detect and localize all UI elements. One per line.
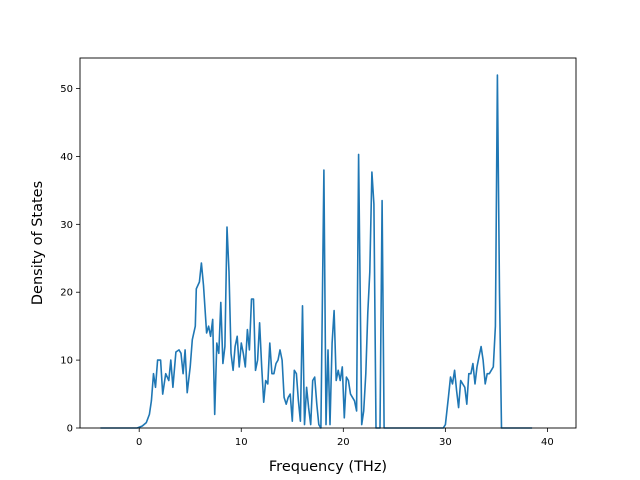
series-line	[100, 74, 533, 429]
x-tick-label: 0	[136, 437, 142, 448]
x-tick-label: 40	[541, 437, 554, 448]
y-tick-label: 20	[60, 288, 73, 299]
y-tick-label: 0	[67, 424, 73, 435]
x-tick-label: 20	[337, 437, 350, 448]
y-tick-label: 10	[60, 356, 73, 367]
plot-frame	[79, 57, 577, 429]
y-tick-label: 50	[60, 84, 73, 95]
y-axis-label: Density of States	[30, 181, 46, 305]
y-tick-label: 40	[60, 152, 73, 163]
tick-layer: 0 10 20 30 40 0 10 20 30 40 50	[60, 84, 554, 448]
x-tick-label: 10	[235, 437, 248, 448]
y-tick-label: 30	[60, 220, 73, 231]
x-tick-label: 30	[439, 437, 452, 448]
x-axis-label: Frequency (THz)	[269, 459, 387, 475]
